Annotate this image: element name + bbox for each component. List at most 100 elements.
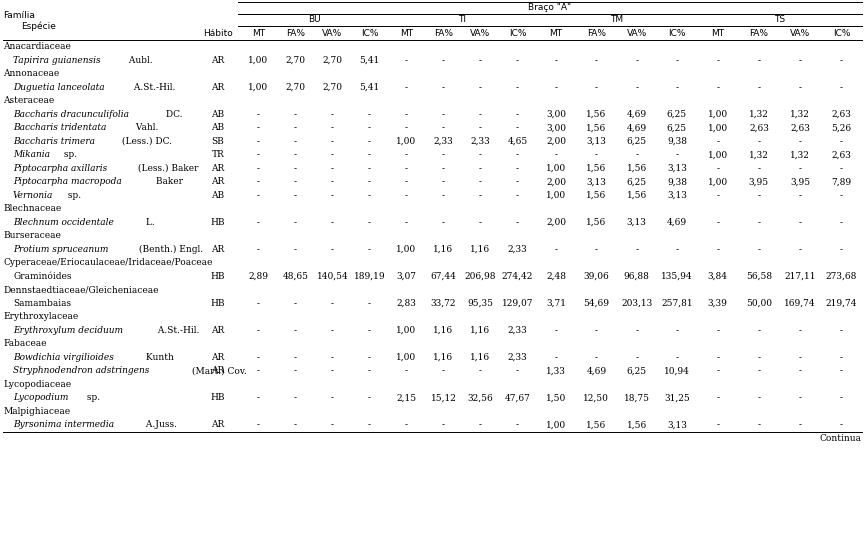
Text: 2,70: 2,70 — [285, 83, 305, 92]
Text: -: - — [479, 150, 482, 159]
Text: SB: SB — [212, 137, 225, 146]
Text: -: - — [331, 191, 334, 200]
Text: 1,33: 1,33 — [546, 366, 566, 375]
Text: 15,12: 15,12 — [431, 393, 456, 402]
Text: -: - — [331, 393, 334, 402]
Text: -: - — [555, 353, 557, 362]
Text: -: - — [675, 83, 678, 92]
Text: -: - — [294, 164, 297, 173]
Text: -: - — [840, 191, 843, 200]
Text: -: - — [716, 83, 719, 92]
Text: -: - — [758, 245, 760, 254]
Text: 206,98: 206,98 — [465, 272, 496, 281]
Text: 1,00: 1,00 — [396, 245, 416, 254]
Text: -: - — [840, 326, 843, 335]
Text: MT: MT — [252, 29, 265, 37]
Text: -: - — [294, 366, 297, 375]
Text: 50,00: 50,00 — [746, 299, 772, 308]
Text: -: - — [405, 177, 408, 186]
Text: -: - — [368, 123, 371, 132]
Text: 96,88: 96,88 — [623, 272, 649, 281]
Text: -: - — [716, 218, 719, 227]
Text: -: - — [294, 393, 297, 402]
Text: -: - — [479, 110, 482, 119]
Text: -: - — [368, 150, 371, 159]
Text: 1,00: 1,00 — [707, 177, 727, 186]
Text: -: - — [257, 177, 260, 186]
Text: 2,48: 2,48 — [546, 272, 566, 281]
Text: -: - — [368, 299, 371, 308]
Text: AR: AR — [212, 326, 225, 335]
Text: 1,00: 1,00 — [249, 83, 269, 92]
Text: -: - — [294, 137, 297, 146]
Text: -: - — [294, 110, 297, 119]
Text: AR: AR — [212, 353, 225, 362]
Text: 189,19: 189,19 — [354, 272, 385, 281]
Text: -: - — [516, 150, 519, 159]
Text: -: - — [595, 56, 598, 65]
Text: 47,67: 47,67 — [505, 393, 531, 402]
Text: sp.: sp. — [84, 393, 101, 402]
Text: -: - — [799, 137, 802, 146]
Text: -: - — [799, 218, 802, 227]
Text: 3,13: 3,13 — [667, 191, 687, 200]
Text: (Less.) Baker: (Less.) Baker — [134, 164, 199, 173]
Text: -: - — [257, 393, 260, 402]
Text: -: - — [442, 191, 445, 200]
Text: -: - — [479, 191, 482, 200]
Text: 4,69: 4,69 — [627, 110, 647, 119]
Text: -: - — [479, 420, 482, 429]
Text: -: - — [368, 393, 371, 402]
Text: VA%: VA% — [627, 29, 647, 37]
Text: -: - — [294, 353, 297, 362]
Text: -: - — [636, 150, 638, 159]
Text: 56,58: 56,58 — [746, 272, 772, 281]
Text: -: - — [331, 177, 334, 186]
Text: Família: Família — [3, 12, 35, 21]
Text: A.St.-Hil.: A.St.-Hil. — [155, 326, 199, 335]
Text: -: - — [405, 150, 408, 159]
Text: -: - — [479, 366, 482, 375]
Text: Anacardiaceae: Anacardiaceae — [3, 42, 71, 51]
Text: Mikania: Mikania — [13, 150, 50, 159]
Text: -: - — [257, 218, 260, 227]
Text: DC.: DC. — [163, 110, 182, 119]
Text: -: - — [257, 326, 260, 335]
Text: -: - — [479, 164, 482, 173]
Text: 2,70: 2,70 — [285, 56, 305, 65]
Text: 3,84: 3,84 — [707, 272, 727, 281]
Text: -: - — [294, 245, 297, 254]
Text: 1,56: 1,56 — [586, 110, 607, 119]
Text: -: - — [331, 420, 334, 429]
Text: sp.: sp. — [61, 150, 77, 159]
Text: -: - — [716, 326, 719, 335]
Text: 1,56: 1,56 — [627, 164, 647, 173]
Text: 6,25: 6,25 — [627, 177, 647, 186]
Text: -: - — [840, 393, 843, 402]
Text: Malpighiaceae: Malpighiaceae — [3, 407, 70, 416]
Text: -: - — [368, 366, 371, 375]
Text: AR: AR — [212, 83, 225, 92]
Text: 1,00: 1,00 — [707, 110, 727, 119]
Text: -: - — [442, 420, 445, 429]
Text: 1,16: 1,16 — [471, 245, 491, 254]
Text: -: - — [758, 56, 760, 65]
Text: TS: TS — [774, 16, 785, 25]
Text: -: - — [331, 299, 334, 308]
Text: AR: AR — [212, 177, 225, 186]
Text: -: - — [479, 56, 482, 65]
Text: 203,13: 203,13 — [621, 299, 652, 308]
Text: TI: TI — [458, 16, 466, 25]
Text: 2,63: 2,63 — [831, 110, 851, 119]
Text: -: - — [716, 56, 719, 65]
Text: AR: AR — [212, 366, 225, 375]
Text: 54,69: 54,69 — [583, 299, 610, 308]
Text: 2,00: 2,00 — [546, 218, 566, 227]
Text: TM: TM — [610, 16, 623, 25]
Text: 4,69: 4,69 — [627, 123, 647, 132]
Text: 2,33: 2,33 — [507, 245, 527, 254]
Text: -: - — [257, 420, 260, 429]
Text: -: - — [442, 150, 445, 159]
Text: Burseraceae: Burseraceae — [3, 231, 61, 240]
Text: 3,39: 3,39 — [707, 299, 727, 308]
